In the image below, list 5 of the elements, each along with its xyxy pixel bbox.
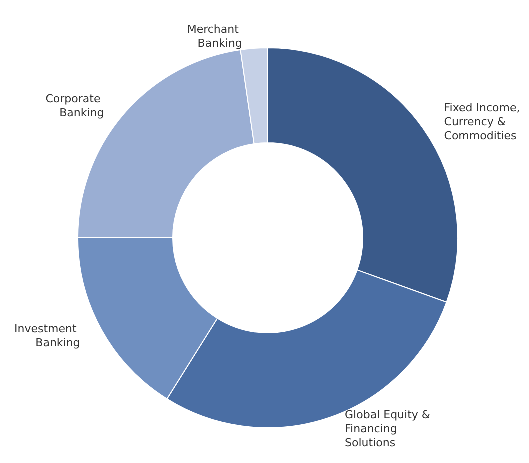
slice-label: Investment Banking — [14, 322, 80, 350]
slice-label: Corporate Banking — [46, 92, 104, 120]
slice-label: Merchant Banking — [187, 23, 242, 50]
slice-label: Fixed Income, Currency & Commodities — [444, 101, 524, 142]
slice-label: Global Equity & Financing Solutions — [345, 408, 434, 450]
